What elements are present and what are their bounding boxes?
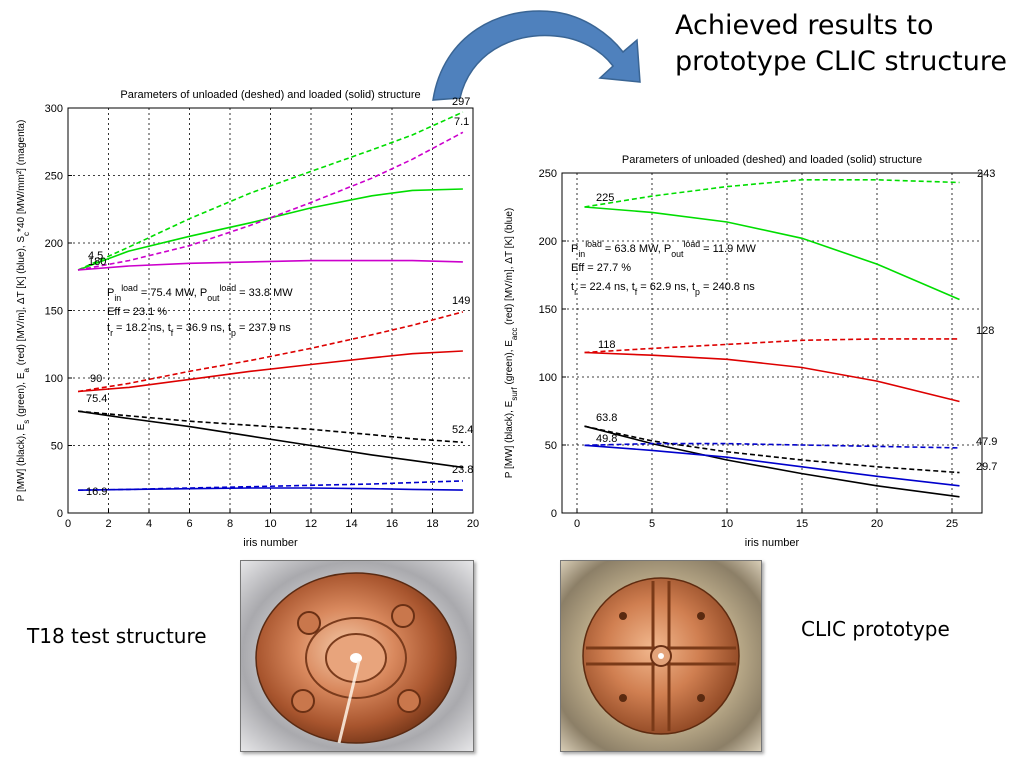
series-line-green-dashed [584,179,960,208]
chart-left: 0 2 4 6 8 10 12 14 16 18 20050100150200250300Param… [16,89,479,549]
annotation-power: Pinload = 63.8 MW, Poutload = 11.9 MW [571,239,756,259]
x-tick-label: 12 [305,518,317,530]
y-tick-label: 0 [57,508,63,520]
y-tick-label: 0 [551,508,557,520]
annotation-power: Pinload = 75.4 MW, Poutload = 33.8 MW [107,283,293,303]
y-tick-label: 150 [45,306,63,318]
annotation-times: tr = 22.4 ns, tf = 62.9 ns, tp = 240.8 n… [571,281,755,297]
caption-t18: T18 test structure [27,624,207,648]
data-label: 75.4 [86,393,107,405]
series-line-black-dashed [78,410,463,444]
x-tick-label: 2 [105,518,111,530]
chart-title: Parameters of unloaded (deshed) and load… [120,89,420,101]
series-line-blue-solid [78,487,463,491]
series-line-red-dashed [584,338,960,354]
data-label: 118 [598,339,616,351]
data-label: 297 [452,96,470,108]
plot-area [67,107,474,514]
data-label: 16.9 [86,486,107,498]
data-label: 63.8 [596,412,617,424]
x-tick-label: 25 [946,518,958,530]
data-label: 149 [452,295,470,307]
annotation-eff: Eff = 23.1 % [107,306,167,318]
y-tick-label: 150 [539,304,557,316]
series-line-black-solid [584,425,960,498]
data-label: 52.4 [452,424,473,436]
series-line-black-dashed [584,425,960,474]
data-label: 7.1 [454,116,469,128]
x-tick-label: 0 [574,518,580,530]
y-tick-label: 50 [545,440,557,452]
data-label: 47.9 [976,436,997,448]
series-line-black-solid [77,410,464,469]
annotation-times: tr = 18.2 ns, tf = 36.9 ns, tp = 237.9 n… [107,322,291,338]
curved-arrow-icon [432,10,641,101]
copper-disk-clic-photo [560,560,762,752]
series-line-green-solid [584,206,960,301]
x-tick-label: 18 [426,518,438,530]
x-tick-label: 0 [65,518,71,530]
data-label: 4.5 [88,250,103,262]
data-label: 243 [977,168,995,180]
y-tick-label: 100 [45,373,63,385]
data-label: 225 [596,192,614,204]
x-tick-label: 4 [146,518,152,530]
series-line-blue-dashed [584,442,960,449]
series-line-magenta-solid [78,259,463,271]
series-line-red-solid [78,350,463,393]
data-label: 128 [976,325,994,337]
x-tick-label: 5 [649,518,655,530]
x-tick-label: 10 [264,518,276,530]
x-axis-label: iris number [243,537,298,549]
data-label: 49.8 [596,433,617,445]
slide-title: Achieved results to prototype CLIC struc… [675,10,1007,77]
y-tick-label: 200 [45,238,63,250]
caption-clic: CLIC prototype [801,617,950,641]
x-tick-label: 20 [467,518,479,530]
series-line-blue-solid [584,444,960,487]
chart-title: Parameters of unloaded (deshed) and load… [622,154,922,166]
y-axis-label: P [MW] (black), Es (green), Ea (red) [MV… [16,120,31,502]
y-axis-label: P [MW] (black), Esurf (green), Eacc (red… [504,208,519,479]
y-tick-label: 100 [539,372,557,384]
x-axis-label: iris number [745,537,800,549]
y-tick-label: 250 [539,168,557,180]
x-tick-label: 8 [227,518,233,530]
annotation-eff: Eff = 27.7 % [571,262,631,274]
y-tick-label: 250 [45,171,63,183]
x-tick-label: 16 [386,518,398,530]
y-tick-label: 200 [539,236,557,248]
x-tick-label: 14 [345,518,357,530]
data-label: 23.8 [452,464,473,476]
x-tick-label: 10 [721,518,733,530]
x-tick-label: 6 [186,518,192,530]
data-label: 90 [90,373,102,385]
series-line-red-solid [584,351,960,403]
data-label: 29.7 [976,461,997,473]
data-label: 180 [88,256,106,268]
y-tick-label: 50 [51,441,63,453]
x-tick-label: 15 [796,518,808,530]
y-tick-label: 300 [45,103,63,115]
series-line-green-dashed [77,111,464,271]
plot-area [561,172,983,514]
x-tick-label: 20 [871,518,883,530]
series-line-green-solid [77,188,463,271]
copper-disk-t18-photo [240,560,474,752]
series-line-magenta-dashed [77,131,464,271]
